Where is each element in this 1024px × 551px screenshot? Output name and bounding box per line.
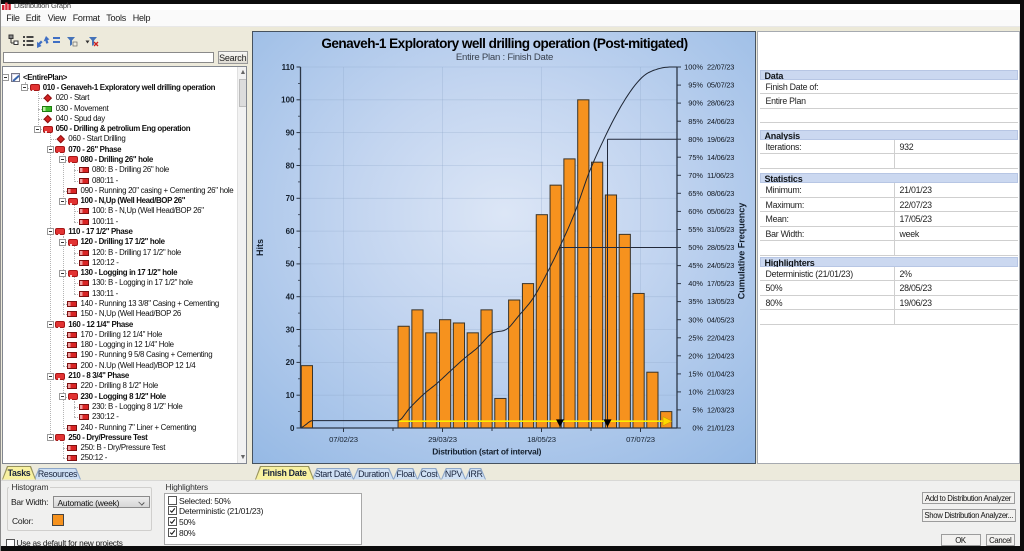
svg-text:07/07/23: 07/07/23 (626, 435, 655, 444)
svg-text:20%: 20% (688, 351, 703, 360)
svg-text:0: 0 (290, 424, 295, 433)
svg-text:40: 40 (286, 293, 295, 302)
svg-text:28/05/23: 28/05/23 (707, 243, 734, 252)
svg-text:5%: 5% (692, 406, 703, 415)
svg-text:Distribution (start of interva: Distribution (start of interval) (432, 447, 541, 457)
svg-text:01/04/23: 01/04/23 (707, 370, 734, 379)
svg-text:21/01/23: 21/01/23 (707, 424, 734, 433)
svg-text:15%: 15% (688, 370, 703, 379)
svg-text:24/06/23: 24/06/23 (707, 117, 734, 126)
svg-text:05/07/23: 05/07/23 (707, 81, 734, 90)
svg-text:04/05/23: 04/05/23 (707, 315, 734, 324)
svg-text:65%: 65% (688, 189, 703, 198)
svg-text:21/03/23: 21/03/23 (707, 388, 734, 397)
svg-text:14/06/23: 14/06/23 (707, 153, 734, 162)
svg-text:95%: 95% (688, 81, 703, 90)
svg-text:Cumulative Frequency: Cumulative Frequency (737, 203, 747, 300)
svg-text:30%: 30% (688, 315, 703, 324)
svg-text:110: 110 (282, 63, 295, 72)
svg-text:45%: 45% (688, 261, 703, 270)
svg-text:Entire Plan : Finish Date: Entire Plan : Finish Date (456, 52, 553, 63)
svg-text:19/06/23: 19/06/23 (707, 135, 734, 144)
svg-text:12/04/23: 12/04/23 (707, 351, 734, 360)
svg-text:24/05/23: 24/05/23 (707, 261, 734, 270)
svg-text:60: 60 (286, 227, 295, 236)
svg-text:40%: 40% (688, 279, 703, 288)
svg-text:50%: 50% (688, 243, 703, 252)
svg-text:12/03/23: 12/03/23 (707, 406, 734, 415)
svg-text:13/05/23: 13/05/23 (707, 297, 734, 306)
svg-text:11/06/23: 11/06/23 (707, 171, 734, 180)
svg-text:75%: 75% (688, 153, 703, 162)
svg-text:28/06/23: 28/06/23 (707, 99, 734, 108)
svg-text:17/05/23: 17/05/23 (707, 279, 734, 288)
svg-text:22/04/23: 22/04/23 (707, 333, 734, 342)
svg-text:80: 80 (286, 161, 295, 170)
svg-text:18/05/23: 18/05/23 (527, 435, 556, 444)
svg-text:10%: 10% (688, 388, 703, 397)
svg-text:31/05/23: 31/05/23 (707, 225, 734, 234)
svg-text:20: 20 (286, 358, 295, 367)
svg-text:35%: 35% (688, 297, 703, 306)
svg-text:85%: 85% (688, 117, 703, 126)
svg-text:08/06/23: 08/06/23 (707, 189, 734, 198)
svg-text:29/03/23: 29/03/23 (428, 435, 457, 444)
svg-text:0%: 0% (692, 424, 703, 433)
svg-text:70: 70 (286, 194, 295, 203)
svg-text:Genaveh-1 Exploratory well dri: Genaveh-1 Exploratory well drilling oper… (321, 36, 687, 51)
svg-text:07/02/23: 07/02/23 (329, 435, 358, 444)
svg-text:50: 50 (286, 260, 295, 269)
svg-text:05/06/23: 05/06/23 (707, 207, 734, 216)
svg-text:60%: 60% (688, 207, 703, 216)
svg-text:90%: 90% (688, 99, 703, 108)
svg-text:90: 90 (286, 128, 295, 137)
svg-text:10: 10 (286, 391, 295, 400)
svg-text:22/07/23: 22/07/23 (707, 63, 734, 72)
svg-text:80%: 80% (688, 135, 703, 144)
svg-text:100%: 100% (684, 63, 703, 72)
svg-text:70%: 70% (688, 171, 703, 180)
svg-text:55%: 55% (688, 225, 703, 234)
svg-text:30: 30 (286, 325, 295, 334)
svg-text:Hits: Hits (255, 239, 265, 256)
svg-text:25%: 25% (688, 333, 703, 342)
svg-text:100: 100 (281, 96, 295, 105)
